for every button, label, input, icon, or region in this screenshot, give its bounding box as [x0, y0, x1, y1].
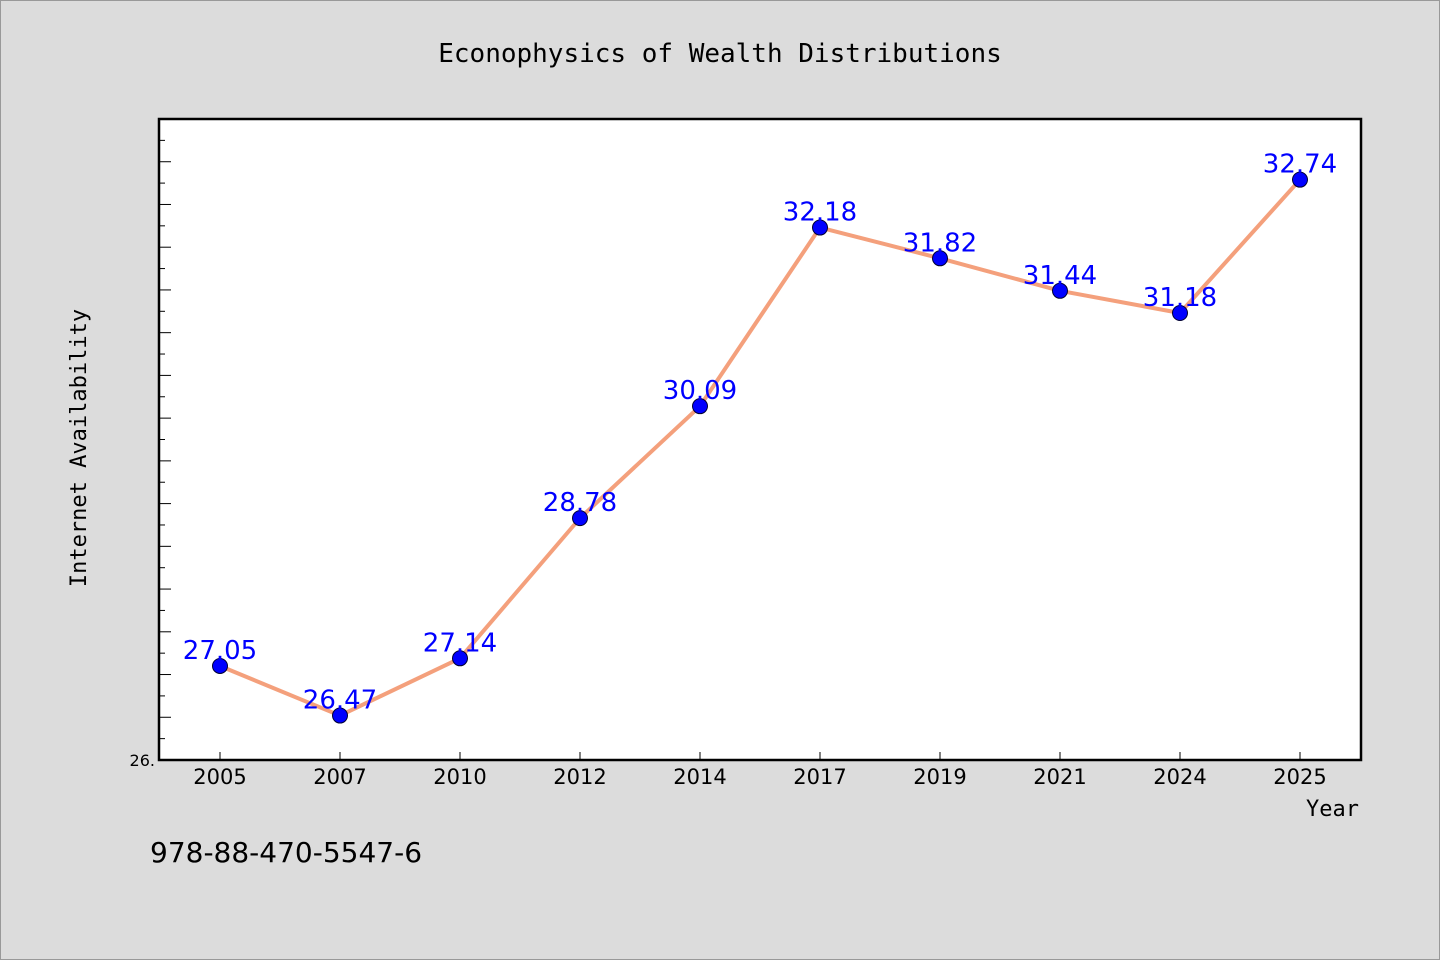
x-axis-label: Year	[1306, 797, 1359, 822]
data-point	[572, 510, 588, 527]
x-tick-label: 2007	[313, 765, 366, 789]
x-axis-tick-labels: 2005 2007 2010 2012 2014 2017 2019 2021 2024 2025	[193, 765, 1326, 789]
data-point	[692, 398, 708, 415]
data-point	[1292, 171, 1308, 188]
chart-title: Econophysics of Wealth Distributions	[438, 39, 1002, 69]
y-tick-label: 26.	[130, 751, 155, 770]
x-axis-ticks	[219, 752, 1301, 760]
series-line	[218, 177, 1302, 718]
data-label: 27.14	[423, 628, 497, 658]
data-label: 27.05	[183, 636, 257, 666]
x-tick-label: 2014	[673, 765, 726, 789]
data-label: 30.09	[663, 376, 737, 406]
x-tick-label: 2005	[193, 765, 246, 789]
data-label: 32.18	[783, 198, 857, 228]
data-point	[452, 650, 468, 667]
y-axis-label: Internet Availability	[67, 309, 92, 587]
plot-border	[157, 117, 1363, 762]
x-tick-label: 2021	[1033, 765, 1086, 789]
data-label: 31.18	[1143, 283, 1217, 313]
data-label: 26.47	[303, 686, 377, 716]
plot-area	[159, 119, 1361, 760]
data-markers	[212, 171, 1308, 724]
data-point	[812, 219, 828, 236]
data-point	[932, 250, 948, 267]
data-label: 31.82	[903, 228, 977, 258]
data-label: 28.78	[543, 488, 617, 518]
isbn-text: 978-88-470-5547-6	[150, 836, 422, 869]
data-point	[212, 657, 228, 674]
data-label: 32.74	[1263, 150, 1337, 180]
data-label: 31.44	[1023, 261, 1097, 291]
x-tick-label: 2010	[433, 765, 486, 789]
x-tick-label: 2024	[1153, 765, 1206, 789]
x-tick-label: 2025	[1273, 765, 1326, 789]
x-tick-label: 2017	[793, 765, 846, 789]
x-tick-label: 2012	[553, 765, 606, 789]
data-labels: 27.05 26.47 27.14 28.78 30.09 32.18 31.82 31.44…	[183, 150, 1337, 716]
data-point	[1172, 305, 1188, 322]
data-point	[1052, 282, 1068, 299]
y-axis-tick-labels: 26.	[130, 751, 155, 770]
x-tick-label: 2019	[913, 765, 966, 789]
data-point	[332, 707, 348, 724]
